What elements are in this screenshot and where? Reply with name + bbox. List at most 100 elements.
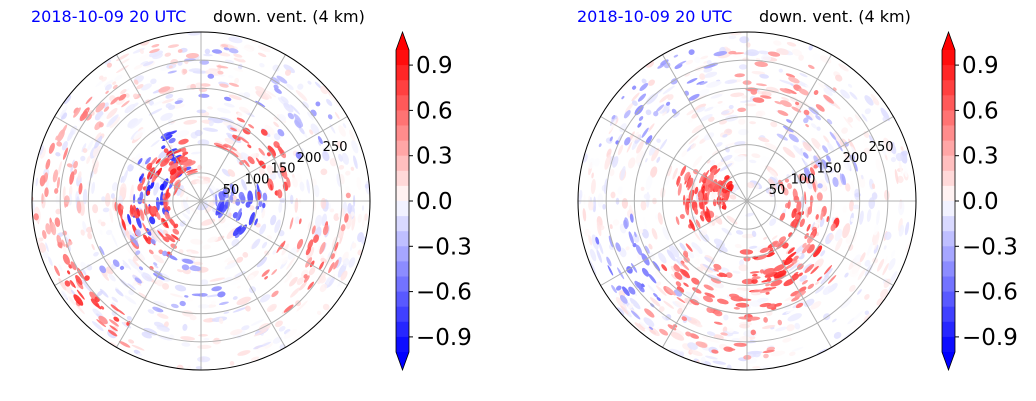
field-speckle [732, 51, 744, 58]
field-feature [147, 167, 156, 180]
field-feature [710, 168, 717, 175]
field-speckle [831, 217, 835, 222]
field-feature [788, 76, 800, 84]
field-speckle [349, 129, 356, 142]
field-speckle [736, 287, 751, 292]
field-speckle [721, 109, 734, 116]
field-feature [813, 90, 819, 95]
field-feature [68, 264, 73, 269]
field-speckle [124, 103, 136, 114]
field-feature [73, 107, 81, 118]
field-speckle [294, 216, 300, 224]
field-speckle [722, 326, 728, 333]
field-speckle [76, 175, 82, 187]
field-speckle [704, 255, 715, 263]
colorbar-tick-label: −0.3 [962, 234, 1018, 260]
field-feature [145, 99, 151, 104]
field-speckle [156, 228, 164, 237]
field-speckle [41, 194, 46, 209]
field-speckle [346, 214, 352, 230]
radial-tick-label: 250 [869, 140, 894, 155]
field-speckle [717, 274, 722, 279]
field-feature [149, 207, 155, 217]
field-feature [52, 169, 59, 183]
colorbar-segment [942, 291, 955, 308]
field-feature [197, 292, 208, 297]
field-speckle [591, 172, 594, 179]
field-speckle [82, 148, 88, 153]
field-feature [641, 253, 650, 266]
radial-tick-label: 50 [769, 183, 786, 198]
field-speckle [888, 285, 893, 292]
field-speckle [241, 297, 252, 304]
field-feature [689, 189, 694, 201]
field-speckle [733, 183, 740, 190]
field-speckle [771, 238, 784, 249]
field-speckle [96, 143, 102, 155]
field-speckle [213, 199, 219, 205]
field-feature [73, 168, 78, 175]
field-speckle [621, 306, 632, 318]
field-speckle [784, 294, 798, 302]
field-speckle [850, 180, 855, 195]
field-speckle [186, 365, 192, 370]
colorbar-segment [942, 95, 955, 111]
field-speckle [218, 317, 224, 324]
field-feature [279, 148, 287, 159]
field-feature [832, 87, 837, 92]
field-feature [717, 195, 721, 204]
field-speckle [726, 129, 732, 134]
colorbar-segment [942, 201, 955, 217]
field-speckle [656, 88, 663, 95]
field-feature [611, 284, 617, 294]
field-feature [85, 96, 93, 105]
field-feature [750, 89, 758, 95]
field-speckle [91, 157, 99, 165]
field-speckle [634, 134, 642, 144]
field-layer [578, 32, 912, 370]
field-feature [239, 224, 247, 235]
field-speckle [138, 292, 148, 299]
field-speckle [734, 243, 742, 249]
variable-label: down. vent. (4 km) [213, 7, 365, 26]
field-speckle [734, 141, 746, 146]
field-speckle [772, 264, 785, 272]
field-feature [148, 249, 154, 255]
field-speckle [138, 127, 144, 132]
field-speckle [55, 152, 61, 157]
field-feature [766, 346, 776, 351]
field-feature [688, 223, 694, 229]
field-speckle [625, 246, 630, 251]
field-speckle [733, 295, 747, 299]
field-speckle [135, 252, 145, 263]
field-speckle [687, 118, 694, 124]
field-speckle [794, 80, 801, 87]
field-feature [211, 49, 223, 54]
field-speckle [314, 226, 322, 240]
field-feature [236, 208, 242, 222]
field-speckle [848, 257, 857, 270]
field-feature [676, 297, 686, 304]
field-speckle [150, 226, 157, 235]
field-speckle [635, 150, 645, 164]
field-speckle [287, 111, 295, 120]
field-feature [144, 237, 151, 245]
field-speckle [182, 268, 191, 275]
field-speckle [811, 252, 820, 261]
field-feature [129, 204, 134, 215]
field-speckle [272, 336, 283, 344]
field-feature [160, 131, 172, 139]
field-speckle [132, 255, 140, 262]
field-speckle [624, 301, 635, 312]
field-speckle [70, 125, 78, 135]
field-speckle [612, 219, 620, 226]
field-speckle [147, 309, 155, 314]
field-speckle [148, 99, 154, 106]
field-speckle [197, 304, 210, 309]
angular-grid-line [116, 200, 202, 348]
field-feature [254, 218, 258, 226]
field-speckle [329, 208, 335, 213]
field-speckle [785, 127, 797, 137]
field-speckle [143, 327, 158, 336]
field-feature [621, 95, 625, 100]
